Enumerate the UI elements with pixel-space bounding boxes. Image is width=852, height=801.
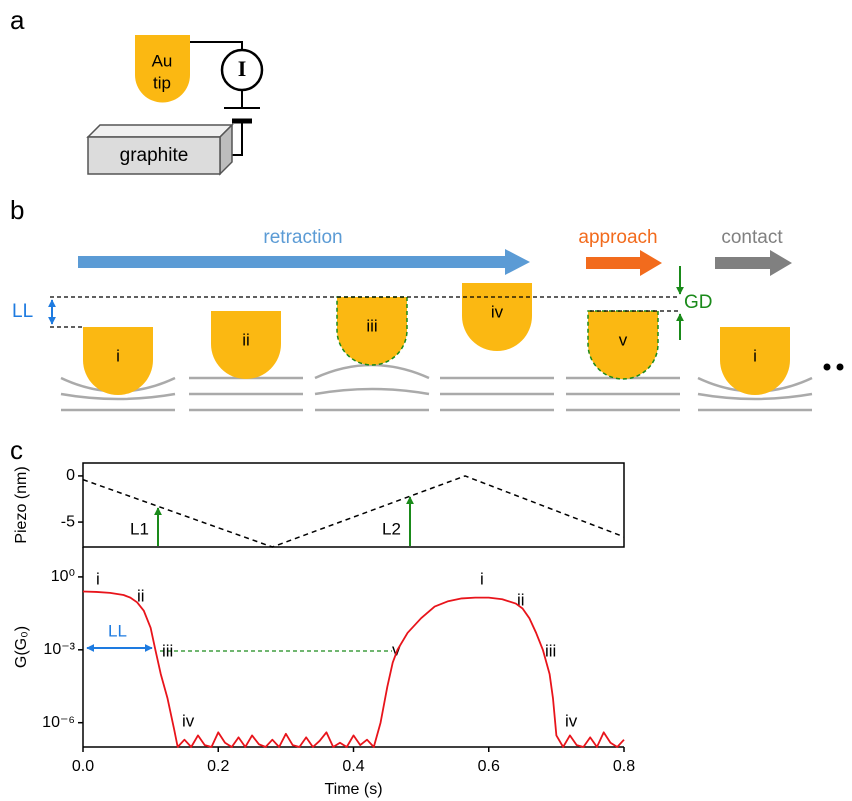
contact-label: contact (721, 227, 783, 248)
tip-label: ii (242, 330, 250, 349)
tip-label: tip (153, 73, 171, 92)
x-tick-label: 0.4 (342, 758, 364, 775)
tip-label: i (116, 346, 120, 365)
data-line (83, 476, 624, 547)
data-line (83, 592, 624, 747)
x-axis-label: Time (s) (324, 781, 382, 798)
figure: a Au tip I graphite b retraction approac… (0, 0, 852, 801)
tip-label: Au (152, 51, 173, 70)
retraction-label: retraction (263, 227, 342, 248)
annotation: iv (565, 711, 578, 730)
graphite-layer (315, 389, 429, 394)
x-tick-label: 0.8 (613, 758, 635, 775)
x-tick-label: 0.2 (207, 758, 229, 775)
annotation: L1 (130, 519, 149, 538)
annotation: L2 (382, 519, 401, 538)
annotation: iii (545, 641, 556, 660)
tip-label: i (753, 346, 757, 365)
ellipsis-dot (824, 364, 831, 371)
sample-label: graphite (120, 145, 189, 166)
x-tick-label: 0.0 (72, 758, 94, 775)
tip-label: v (619, 330, 628, 349)
x-tick-label: 0.6 (478, 758, 500, 775)
approach-label: approach (578, 227, 657, 248)
y-tick-label: 10⁻⁶ (42, 714, 75, 731)
annotation: i (96, 569, 100, 588)
retraction-arrow (78, 249, 530, 275)
ll-label: LL (12, 301, 33, 322)
contact-arrow (715, 250, 792, 276)
y-tick-label: 0 (66, 467, 75, 484)
y-tick-label: 10⁰ (51, 568, 75, 585)
panel-label: a (10, 5, 25, 35)
y-tick-label: -5 (61, 513, 75, 530)
annotation: iii (162, 641, 173, 660)
y-axis-label: Piezo (nm) (13, 466, 30, 543)
tip-label: iv (491, 302, 504, 321)
annotation: iv (182, 711, 195, 730)
panel-label: c (10, 435, 23, 465)
tip-label: iii (366, 316, 377, 335)
annotation: LL (108, 621, 127, 640)
meter-label: I (238, 56, 247, 81)
panel-label: b (10, 195, 24, 225)
approach-arrow (586, 250, 662, 276)
sample-top (88, 125, 232, 137)
y-axis-label: G(G₀) (13, 626, 30, 668)
y-tick-label: 10⁻³ (43, 641, 75, 658)
graphite-layer (315, 365, 429, 378)
ellipsis-dot (837, 364, 844, 371)
annotation: i (480, 569, 484, 588)
gd-label: GD (684, 292, 713, 313)
